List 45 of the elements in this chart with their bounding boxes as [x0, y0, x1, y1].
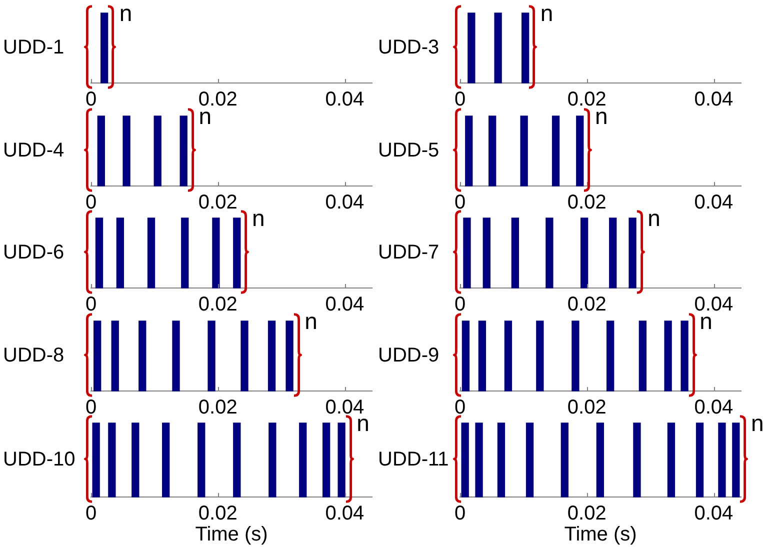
x-tick-label: 0.02 — [567, 294, 606, 316]
y-axis-title: UDD-6 — [3, 242, 64, 264]
y-axis-title: UDD-1 — [3, 36, 64, 59]
x-tick-label: 0.02 — [198, 396, 238, 419]
x-tick-label: 0 — [454, 294, 466, 316]
y-axis-title: UDD-9 — [378, 344, 440, 367]
x-tick-label: 0.04 — [325, 294, 364, 316]
x-tick-label: 0 — [85, 192, 97, 214]
y-axis-title: UDD-11 — [378, 448, 449, 471]
x-tick-label: 0.04 — [694, 502, 734, 525]
x-tick-label: 0 — [454, 88, 466, 111]
x-tick-label: 0.04 — [694, 192, 734, 214]
y-axis-title: UDD-3 — [378, 36, 440, 59]
x-tick-label: 0.02 — [198, 294, 238, 316]
x-tick-label: 0 — [454, 192, 466, 214]
annotation: n — [540, 0, 554, 26]
annotation: n — [119, 0, 132, 26]
x-tick-label: 0 — [454, 396, 466, 419]
x-tick-label: 0.04 — [325, 502, 364, 525]
y-axis-title: UDD-10 — [3, 448, 76, 471]
x-tick-label: 0.04 — [694, 396, 734, 419]
annotation: n — [252, 205, 265, 231]
x-tick-label: 0 — [85, 502, 97, 525]
text: n — [751, 410, 763, 436]
x-axis-title: Time (s) — [564, 524, 637, 546]
y-axis-title: UDD-7 — [378, 242, 440, 264]
x-tick-label: 0.02 — [567, 502, 606, 525]
x-tick-label: 0 — [454, 502, 466, 525]
y-axis-title: UDD-5 — [378, 140, 440, 162]
annotation: n — [648, 205, 660, 231]
y-axis-title: UDD-8 — [3, 344, 64, 367]
x-tick-label: 0 — [85, 88, 97, 111]
x-tick-label: 0.04 — [694, 88, 734, 111]
x-axis-title: Time (s) — [195, 524, 268, 546]
x-tick-label: 0.02 — [567, 396, 606, 419]
x-tick-label: 0.04 — [325, 192, 364, 214]
x-tick-label: 0 — [85, 396, 97, 419]
x-tick-label: 0.02 — [567, 88, 606, 111]
annotation: n — [304, 308, 318, 334]
y-axis-title: UDD-4 — [3, 140, 64, 162]
x-tick-label: 0 — [85, 294, 97, 316]
x-tick-label: 0.04 — [325, 88, 364, 111]
x-tick-label: 0.02 — [198, 192, 238, 214]
x-tick-label: 0.02 — [567, 192, 606, 214]
x-tick-label: 0.02 — [198, 502, 238, 525]
